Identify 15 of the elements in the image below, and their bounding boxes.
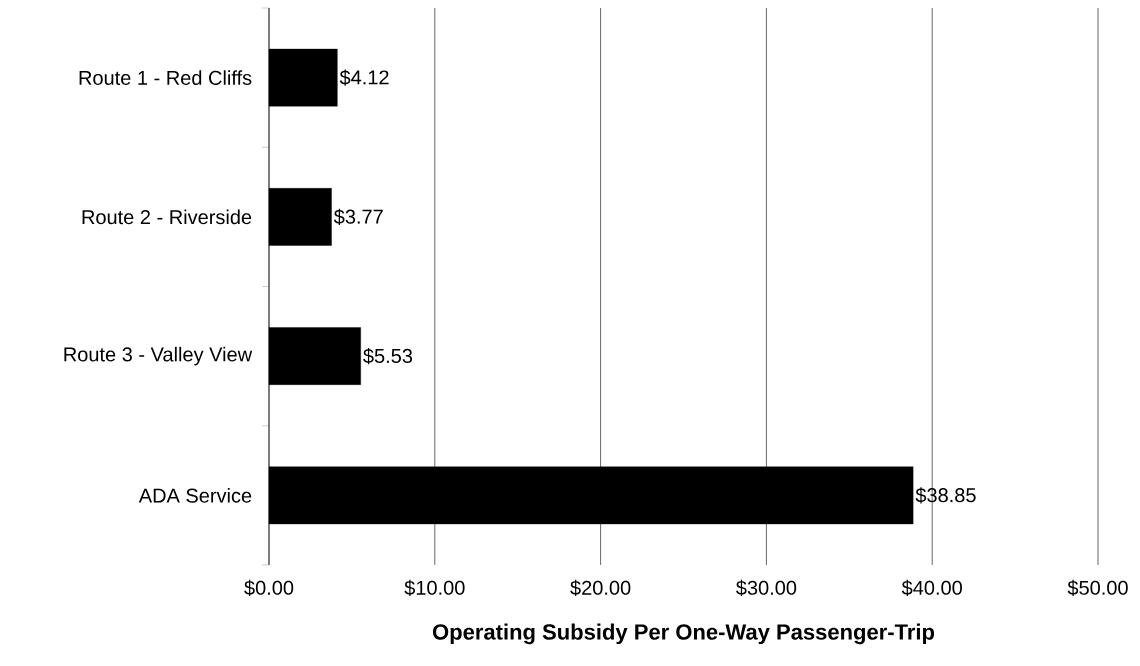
y-tick-label: ADA Service xyxy=(138,488,252,503)
x-tick-label: $10.00 xyxy=(404,579,465,597)
data-label: $4.12 xyxy=(339,69,389,86)
x-tick-label: $40.00 xyxy=(901,579,962,597)
x-tick-label: $50.00 xyxy=(1067,579,1128,597)
x-tick-label: $0.00 xyxy=(244,579,294,597)
data-label: $38.85 xyxy=(915,487,976,504)
x-tick-label: $20.00 xyxy=(570,579,631,597)
data-label: $3.77 xyxy=(333,208,383,225)
x-axis-title: Operating Subsidy Per One-Way Passenger-Trip xyxy=(432,623,935,645)
data-label: $5.53 xyxy=(363,348,413,365)
y-tick-label: Route 1 - Red Cliffs xyxy=(79,70,252,85)
y-tick-label: Route 2 - Riverside xyxy=(82,209,252,225)
y-tick-label: Route 3 - Valley View xyxy=(64,346,253,366)
x-tick-label: $30.00 xyxy=(736,579,797,597)
